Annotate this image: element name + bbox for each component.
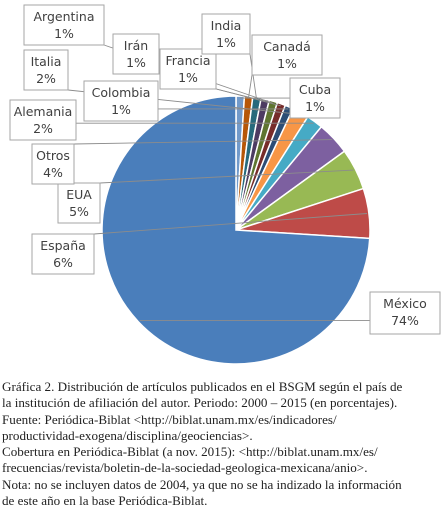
callout-italia: Italia 2%	[23, 49, 69, 91]
leader-lines	[67, 44, 370, 321]
callout-box-alemania	[9, 99, 77, 141]
callout-box-argentina	[23, 4, 105, 46]
pie-slices	[101, 95, 371, 365]
callout-box-francia	[159, 48, 217, 90]
leader-line-espana	[93, 213, 368, 235]
caption-line-3: Fuente: Periódica-Biblat <http://biblat.…	[2, 411, 337, 427]
data-label-name-iran: Irán	[124, 38, 148, 53]
data-label-value-eua: 5%	[69, 204, 89, 219]
data-label-name-argentina: Argentina	[34, 9, 95, 24]
leader-line-canada	[247, 74, 253, 99]
data-label-name-canada: Canadá	[263, 39, 311, 54]
data-label-value-alemania: 2%	[33, 121, 53, 136]
callout-box-italia	[23, 49, 69, 91]
data-label-name-eua: EUA	[66, 187, 92, 202]
caption-line-6: frecuencias/revista/boletin-de-la-socied…	[2, 460, 368, 476]
callout-alemania: Alemania 2%	[9, 99, 77, 141]
data-label-value-india: 1%	[216, 35, 236, 50]
callout-box-colombia	[83, 80, 159, 122]
callout-box-canada	[251, 34, 323, 76]
caption-line-4: productividad-exogena/disciplina/geocien…	[2, 427, 253, 443]
callout-cuba: Cuba 1%	[289, 77, 341, 119]
data-label-value-otros: 4%	[43, 165, 63, 180]
callout-box-espana	[31, 233, 95, 275]
callout-mexico: México 74%	[369, 291, 441, 335]
callout-francia: Francia 1%	[159, 48, 217, 90]
callout-espana: España 6%	[31, 233, 95, 275]
data-label-value-canada: 1%	[277, 56, 297, 71]
caption-line-8: de este año en la base Periódica-Biblat.	[2, 493, 208, 509]
callout-box-iran	[112, 33, 160, 75]
data-label-name-cuba: Cuba	[299, 82, 331, 97]
callout-iran: Irán 1%	[112, 33, 160, 75]
caption-line-7: Nota: no se incluyen datos de 2004, ya q…	[2, 476, 402, 492]
leader-line-otros	[73, 139, 333, 145]
data-label-value-mexico: 74%	[391, 313, 419, 328]
data-label-value-italia: 2%	[36, 71, 56, 86]
data-label-value-argentina: 1%	[54, 26, 74, 41]
data-label-name-mexico: México	[383, 296, 427, 311]
callout-box-otros	[31, 143, 75, 185]
leader-line-india	[249, 53, 258, 100]
data-label-callouts: México74%España6%EUA5%Otros4%Alemania2%I…	[9, 4, 441, 335]
callout-eua: EUA 5%	[57, 182, 101, 224]
callout-box-eua	[57, 182, 101, 224]
callout-otros: Otros 4%	[31, 143, 75, 185]
callout-box-mexico	[369, 291, 441, 335]
caption-line-1: Gráfica 2. Distribución de artículos pub…	[2, 379, 403, 394]
caption-line-2: la institución de afiliación del autor. …	[2, 395, 398, 411]
data-label-value-francia: 1%	[178, 70, 198, 85]
pie-chart: México74%España6%EUA5%Otros4%Alemania2%I…	[9, 4, 441, 365]
data-label-value-cuba: 1%	[305, 99, 325, 114]
data-label-name-colombia: Colombia	[92, 85, 151, 100]
callout-argentina: Argentina 1%	[23, 4, 105, 46]
data-label-value-iran: 1%	[126, 55, 146, 70]
data-label-value-colombia: 1%	[111, 102, 131, 117]
callout-india: India 1%	[201, 13, 251, 55]
data-label-name-espana: España	[40, 238, 86, 253]
caption-line-5: Cobertura en Periódica-Biblat (a nov. 20…	[2, 444, 378, 460]
callout-box-cuba	[289, 77, 341, 119]
data-label-name-francia: Francia	[165, 53, 210, 68]
callout-canada: Canadá 1%	[251, 34, 323, 76]
data-label-name-otros: Otros	[36, 148, 70, 163]
callout-box-india	[201, 13, 251, 55]
data-label-name-italia: Italia	[31, 54, 62, 69]
data-label-name-alemania: Alemania	[14, 104, 73, 119]
figure-caption: Gráfica 2. Distribución de artículos pub…	[2, 379, 446, 509]
data-label-value-espana: 6%	[53, 255, 73, 270]
data-label-name-india: India	[211, 18, 242, 33]
callout-colombia: Colombia 1%	[83, 80, 159, 122]
leader-line-eua	[99, 169, 354, 184]
